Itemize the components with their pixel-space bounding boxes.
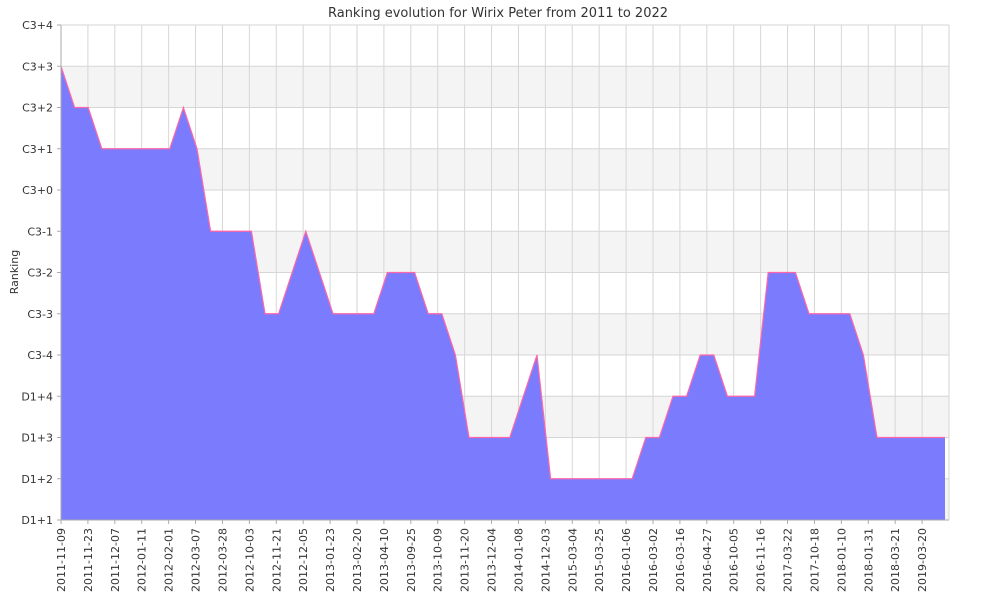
x-tick-label: 2012-03-28 xyxy=(216,528,229,592)
x-tick-label: 2012-12-05 xyxy=(297,528,310,592)
x-tick-labels: 2011-11-09 2011-11-23 2011-12-07 2012-01-11… xyxy=(55,520,929,592)
x-tick-label: 2016-11-16 xyxy=(755,528,768,592)
x-tick-label: 2018-03-21 xyxy=(889,528,902,592)
x-tick-label: 2012-02-01 xyxy=(163,528,176,592)
x-tick-label: 2011-11-23 xyxy=(82,528,95,592)
y-tick-label: D1+3 xyxy=(21,432,53,445)
x-tick-label: 2013-04-10 xyxy=(378,528,391,592)
x-tick-label: 2017-10-18 xyxy=(808,528,821,592)
y-tick-label: C3-2 xyxy=(27,267,53,280)
x-tick-label: 2016-03-02 xyxy=(647,528,660,592)
grid-band xyxy=(61,148,949,190)
x-tick-label: 2013-11-20 xyxy=(459,528,472,592)
y-tick-label: C3+1 xyxy=(22,143,53,156)
y-axis-label: Ranking xyxy=(8,250,21,295)
y-tick-label: C3-3 xyxy=(27,308,53,321)
x-tick-label: 2014-12-03 xyxy=(539,528,552,592)
x-tick-label: 2016-03-16 xyxy=(674,528,687,592)
x-tick-label: 2013-10-09 xyxy=(432,528,445,592)
ranking-area xyxy=(61,66,945,520)
x-tick-label: 2016-04-27 xyxy=(701,528,714,592)
x-tick-label: 2016-01-06 xyxy=(620,528,633,592)
x-tick-label: 2016-10-05 xyxy=(728,528,741,592)
ranking-line xyxy=(60,66,945,480)
x-tick-label: 2013-09-25 xyxy=(405,528,418,592)
x-tick-label: 2015-03-04 xyxy=(566,528,579,592)
x-tick-label: 2013-02-20 xyxy=(351,528,364,592)
x-tick-label: 2012-03-07 xyxy=(190,528,203,592)
x-tick-label: 2013-01-23 xyxy=(324,528,337,592)
y-tick-labels: D1+1 D1+2 D1+3 D1+4 C3-4 C3-3 C3-2 C3-1 C3+0 C3+1… xyxy=(21,19,61,527)
y-tick-label: C3+3 xyxy=(22,60,53,73)
x-tick-label: 2015-03-25 xyxy=(593,528,606,592)
x-tick-label: 2012-01-11 xyxy=(136,528,149,592)
y-tick-label: C3-1 xyxy=(27,225,53,238)
x-tick-label: 2018-01-10 xyxy=(835,528,848,592)
x-tick-label: 2012-11-21 xyxy=(270,528,283,592)
y-tick-label: D1+4 xyxy=(21,390,53,403)
y-tick-label: C3+0 xyxy=(22,184,53,197)
x-tick-label: 2013-12-04 xyxy=(486,528,499,592)
x-tick-label: 2019-03-20 xyxy=(916,528,929,592)
y-tick-label: C3+4 xyxy=(22,19,53,32)
y-tick-label: C3-4 xyxy=(27,349,53,362)
chart-title: Ranking evolution for Wirix Peter from 2… xyxy=(328,6,668,21)
y-tick-label: D1+2 xyxy=(21,473,53,486)
x-tick-label: 2014-01-08 xyxy=(512,528,525,592)
x-tick-label: 2011-12-07 xyxy=(109,528,122,592)
y-tick-label: D1+1 xyxy=(21,514,53,527)
x-tick-label: 2012-10-03 xyxy=(243,528,256,592)
grid-band xyxy=(61,66,949,108)
x-tick-label: 2011-11-09 xyxy=(55,528,68,592)
x-tick-label: 2017-03-22 xyxy=(782,528,795,592)
y-tick-label: C3+2 xyxy=(22,102,53,115)
x-tick-label: 2018-01-31 xyxy=(862,528,875,592)
